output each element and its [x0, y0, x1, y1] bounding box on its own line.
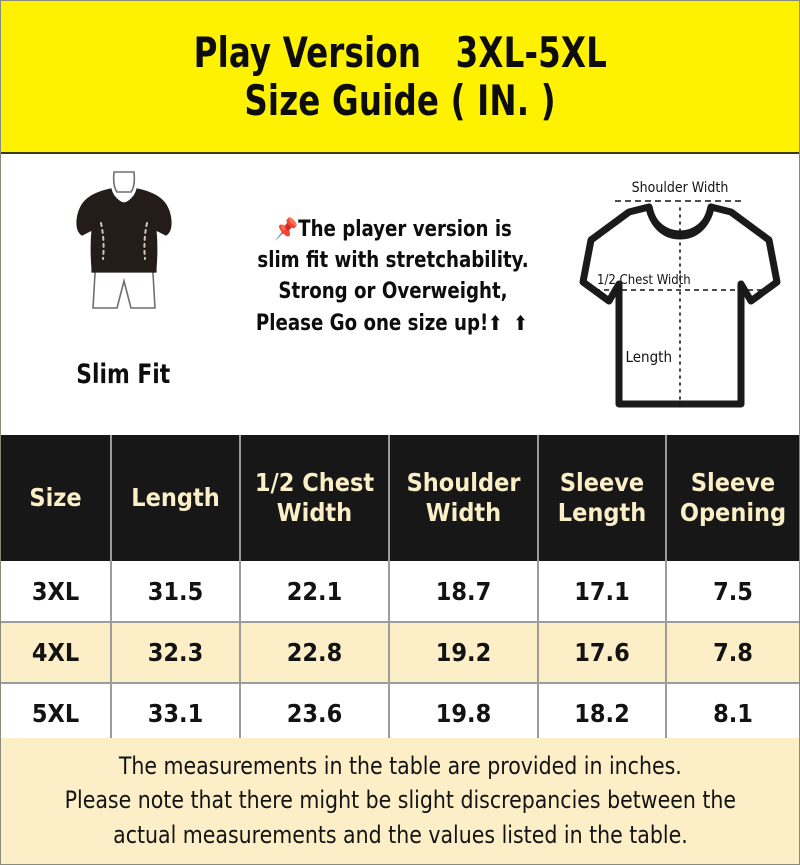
- header-sleeve-length-line2: Length: [557, 498, 647, 527]
- cell-size: 4XL: [1, 622, 112, 684]
- header-shoulder-line2: Width: [425, 498, 502, 527]
- cell-sleeve-opening: 7.8: [666, 622, 799, 684]
- fit-note-line-4-wrapper: Please Go one size up!⬆ ⬆: [237, 308, 550, 339]
- tshirt-measurement-diagram: Shoulder Width 1/2 Chest Width Length: [567, 162, 793, 427]
- pushpin-icon: 📌: [274, 217, 299, 241]
- cell-size: 5XL: [1, 683, 112, 745]
- footer-disclaimer: The measurements in the table are provid…: [1, 738, 799, 864]
- header-chest-line1: 1/2 Chest: [254, 467, 375, 497]
- column-header-half-chest-width: 1/2 Chest Width: [240, 435, 390, 561]
- cell-shoulder-width: 18.7: [389, 561, 539, 623]
- fit-note-line-4: Please Go one size up!: [255, 310, 489, 336]
- column-header-size: Size: [1, 435, 112, 561]
- column-header-shoulder-width: Shoulder Width: [389, 435, 539, 561]
- tshirt-measurement-diagram-icon: Shoulder Width 1/2 Chest Width Length: [579, 180, 781, 411]
- column-header-sleeve-length: Sleeve Length: [538, 435, 667, 561]
- fit-note-block: 📌The player version is slim fit with str…: [223, 214, 563, 339]
- header-sleeve-opening-line1: Sleeve: [690, 467, 776, 497]
- footer-line-3: actual measurements and the values liste…: [112, 820, 688, 849]
- footer-line-1: The measurements in the table are provid…: [118, 751, 682, 780]
- slim-fit-figure-block: Slim Fit: [21, 168, 226, 418]
- length-label: Length: [625, 348, 672, 366]
- header-title-line-2: Size Guide ( IN. ): [244, 75, 556, 125]
- cell-length: 33.1: [111, 683, 241, 745]
- table-row: 3XL 31.5 22.1 18.7 17.1 7.5: [1, 561, 799, 623]
- cell-shoulder-width: 19.8: [389, 683, 539, 745]
- cell-shoulder-width: 19.2: [389, 622, 539, 684]
- column-header-length: Length: [111, 435, 241, 561]
- header-sleeve-opening-line2: Opening: [679, 498, 787, 527]
- fit-note-line-2: slim fit with stretchability.: [257, 248, 529, 274]
- cell-sleeve-length: 17.6: [538, 622, 667, 684]
- cell-sleeve-length: 18.2: [538, 683, 667, 745]
- table-row: 5XL 33.1 23.6 19.8 18.2 8.1: [1, 683, 799, 745]
- cell-length: 31.5: [111, 561, 241, 623]
- fit-note-line-1-wrapper: 📌The player version is: [237, 214, 550, 245]
- arrow-up-icon: ⬆ ⬆: [488, 310, 531, 335]
- mannequin-slim-fit-icon: [75, 171, 172, 309]
- table-header-row: Size Length 1/2 Chest Width Shoulder Wid…: [1, 435, 799, 561]
- half-chest-width-label: 1/2 Chest Width: [597, 273, 691, 288]
- header-sleeve-length-line1: Sleeve: [559, 467, 645, 497]
- cell-size: 3XL: [1, 561, 112, 623]
- table-row: 4XL 32.3 22.8 19.2 17.6 7.8: [1, 622, 799, 684]
- cell-half-chest-width: 22.1: [240, 561, 390, 623]
- cell-half-chest-width: 22.8: [240, 622, 390, 684]
- info-section: Slim Fit 📌The player version is slim fit…: [1, 154, 799, 435]
- header-chest-line2: Width: [276, 498, 353, 527]
- fit-note-line-1: The player version is: [298, 217, 512, 242]
- header-banner: Play Version 3XL-5XL Size Guide ( IN. ): [1, 1, 799, 154]
- shoulder-width-label: Shoulder Width: [632, 180, 729, 196]
- cell-sleeve-length: 17.1: [538, 561, 667, 623]
- cell-length: 32.3: [111, 622, 241, 684]
- size-chart-table: Size Length 1/2 Chest Width Shoulder Wid…: [1, 435, 799, 745]
- header-shoulder-line1: Shoulder: [406, 467, 521, 497]
- header-title-line-1: Play Version 3XL-5XL: [193, 28, 607, 78]
- cell-half-chest-width: 23.6: [240, 683, 390, 745]
- column-header-sleeve-opening: Sleeve Opening: [666, 435, 799, 561]
- footer-line-2: Please note that there might be slight d…: [64, 786, 736, 815]
- cell-sleeve-opening: 7.5: [666, 561, 799, 623]
- fit-note-line-3: Strong or Overweight,: [278, 279, 508, 305]
- slim-fit-label: Slim Fit: [76, 359, 171, 390]
- cell-sleeve-opening: 8.1: [666, 683, 799, 745]
